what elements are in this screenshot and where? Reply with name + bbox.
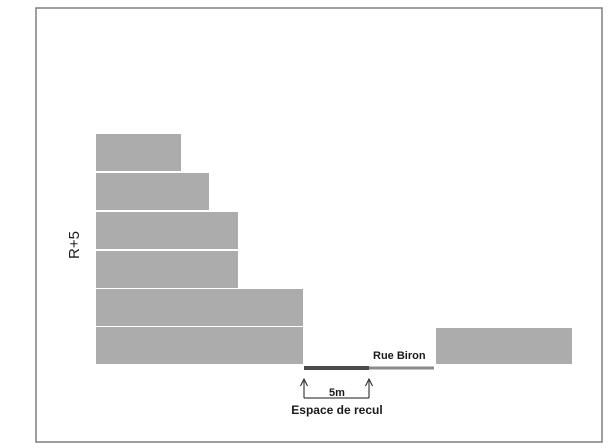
building-left [96, 134, 303, 364]
floor-count-label: R+5 [66, 231, 83, 259]
diagram-border [35, 7, 603, 443]
street-label: Rue Biron [373, 350, 426, 362]
floor-1 [96, 289, 303, 326]
right-arrow-head [365, 377, 373, 387]
distance-label: 5m [329, 387, 345, 399]
building-right [436, 328, 572, 364]
floor-3 [96, 212, 238, 249]
setback-label: Espace de recul [291, 403, 382, 417]
floor-2 [96, 251, 238, 288]
floor-4 [96, 173, 209, 210]
distance-arrows [300, 377, 373, 399]
floor-5 [96, 134, 181, 171]
left-arrow-head [300, 377, 308, 387]
floor-ground [96, 327, 303, 364]
